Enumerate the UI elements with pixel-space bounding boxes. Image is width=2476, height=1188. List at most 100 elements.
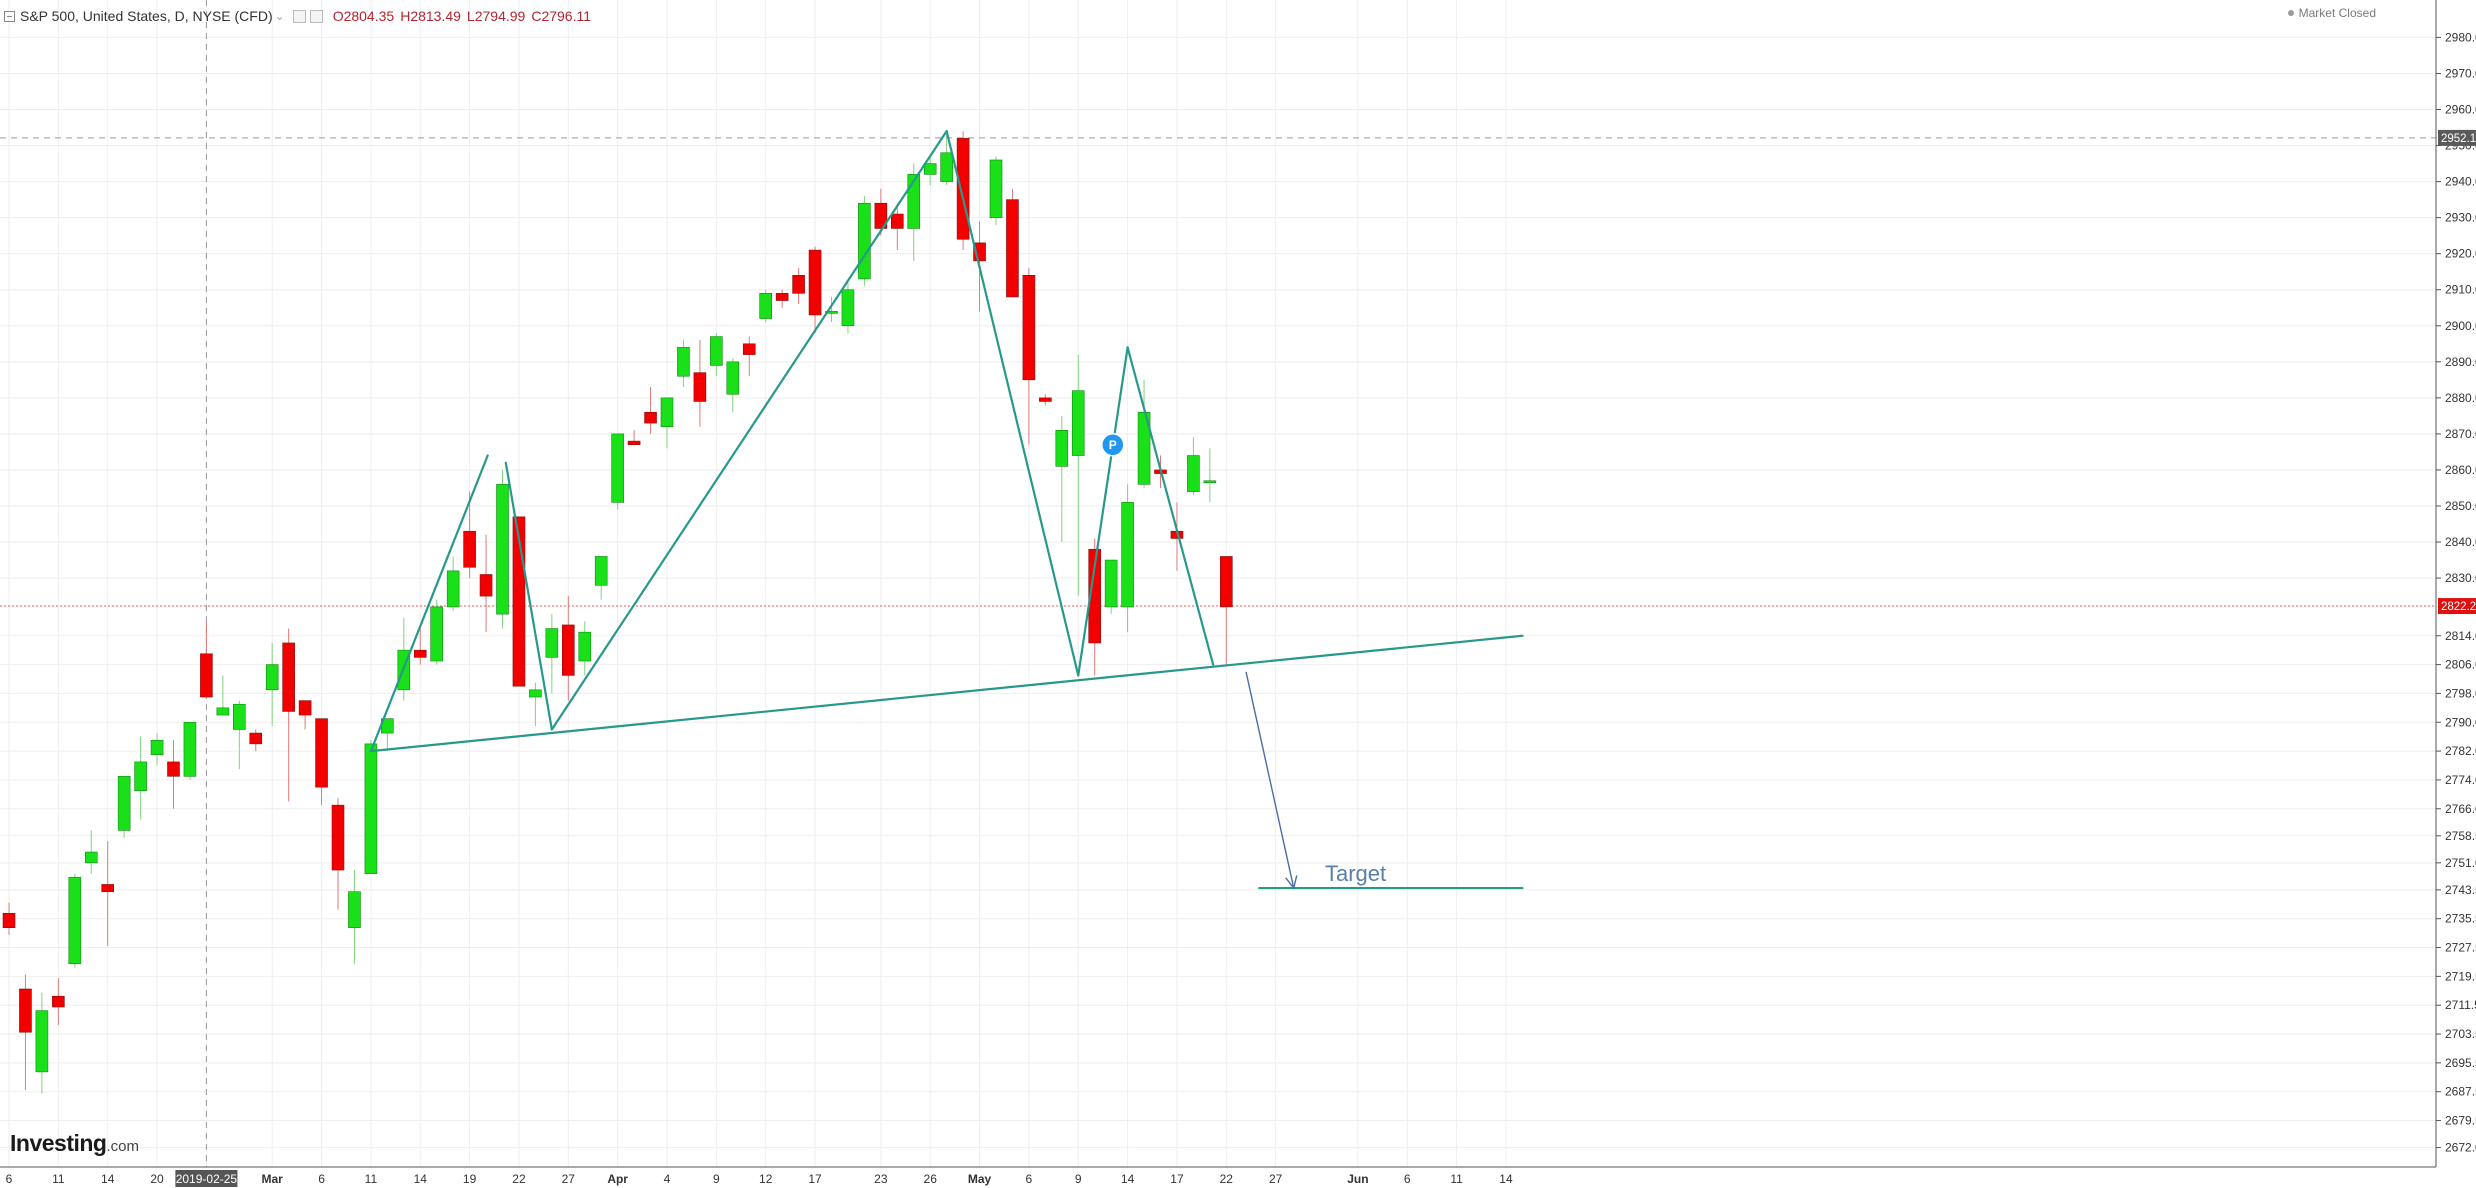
candle-body[interactable]: [2, 912, 16, 929]
trendline[interactable]: [550, 130, 948, 731]
candle-body[interactable]: [348, 891, 361, 929]
candle-body[interactable]: [1022, 275, 1036, 381]
candle-body[interactable]: [989, 159, 1003, 218]
candle-body[interactable]: [710, 336, 723, 366]
settings-series-icon[interactable]: [309, 9, 323, 23]
price-tick-label: 2806.00: [2445, 658, 2476, 672]
candle-body[interactable]: [101, 884, 114, 892]
trendline[interactable]: [369, 454, 489, 753]
time-tick-label: 6: [318, 1172, 325, 1186]
candle-body[interactable]: [1121, 502, 1134, 608]
candle-body[interactable]: [430, 606, 444, 662]
time-tick-label: 14: [1121, 1172, 1135, 1186]
candle-body[interactable]: [19, 988, 32, 1033]
candle-body[interactable]: [759, 293, 773, 319]
candle-body[interactable]: [446, 570, 460, 608]
market-status: Market Closed: [2287, 6, 2376, 20]
price-tick-label: 2672.00: [2445, 1141, 2476, 1155]
candle-body[interactable]: [956, 138, 970, 240]
time-tick-label: 22: [512, 1172, 526, 1186]
target-arrow[interactable]: [1245, 671, 1295, 889]
candle-body[interactable]: [265, 664, 279, 691]
candle-body[interactable]: [364, 743, 378, 874]
candle-body[interactable]: [68, 876, 82, 965]
candle-body[interactable]: [545, 628, 559, 658]
pivot-marker-icon[interactable]: [1101, 432, 1125, 457]
candle-body[interactable]: [216, 707, 230, 716]
trendline[interactable]: [1126, 346, 1215, 666]
candle-body[interactable]: [792, 275, 805, 294]
candle-body[interactable]: [1039, 397, 1052, 402]
candle-body[interactable]: [413, 649, 427, 658]
candle-body[interactable]: [233, 703, 246, 730]
candle-body[interactable]: [726, 361, 740, 395]
candle-body[interactable]: [150, 739, 164, 755]
candle-body[interactable]: [644, 411, 657, 424]
collapse-icon[interactable]: [4, 10, 15, 22]
price-tick-label: 2711.50: [2445, 998, 2476, 1012]
price-tick-label: 2870.00: [2445, 427, 2476, 441]
candle-body[interactable]: [496, 484, 509, 615]
candle-body[interactable]: [1220, 556, 1233, 608]
candle-body[interactable]: [1104, 559, 1118, 608]
candle-body[interactable]: [775, 293, 789, 301]
trendline[interactable]: [504, 461, 553, 731]
ohlc-open: O2804.35: [332, 8, 395, 24]
candle-body[interactable]: [611, 433, 624, 503]
candle-body[interactable]: [463, 530, 476, 568]
candle-body[interactable]: [742, 343, 756, 355]
candle-body[interactable]: [594, 556, 608, 586]
price-tick-label: 2798.00: [2445, 686, 2476, 700]
hide-series-icon[interactable]: [292, 9, 306, 23]
candle-body[interactable]: [1006, 199, 1019, 298]
candle-body[interactable]: [874, 202, 888, 229]
candle-body[interactable]: [940, 152, 953, 182]
candle-body[interactable]: [35, 1010, 49, 1073]
candle-body[interactable]: [578, 631, 592, 662]
candle-body[interactable]: [479, 574, 493, 597]
candle-body[interactable]: [693, 372, 707, 402]
candle-body[interactable]: [282, 642, 295, 712]
market-status-label: Market Closed: [2298, 6, 2376, 20]
candle-body[interactable]: [331, 804, 345, 871]
time-tick-label: 2019-02-25: [176, 1172, 238, 1186]
candle-body[interactable]: [1055, 430, 1069, 467]
candle-body[interactable]: [298, 700, 312, 716]
candle-body[interactable]: [117, 776, 131, 831]
candle-body[interactable]: [1071, 390, 1085, 456]
candle-body[interactable]: [923, 163, 937, 175]
candle-body[interactable]: [907, 174, 921, 229]
candle-body[interactable]: [890, 213, 904, 229]
candle-body[interactable]: [561, 624, 575, 676]
trendline[interactable]: [945, 130, 1080, 677]
candle-body[interactable]: [858, 202, 871, 280]
trendline[interactable]: [369, 634, 1524, 753]
investing-logo[interactable]: Investing.com: [10, 1130, 139, 1157]
candle-body[interactable]: [183, 721, 197, 777]
candle-body[interactable]: [134, 761, 147, 792]
price-tick-label: 2766.00: [2445, 802, 2476, 816]
price-tick-label: 2940.00: [2445, 175, 2476, 189]
candle-body[interactable]: [84, 851, 98, 864]
more-options-icon[interactable]: ⌄: [274, 9, 285, 23]
price-tick-label: 2910.00: [2445, 283, 2476, 297]
candle-body[interactable]: [529, 689, 542, 698]
candle-body[interactable]: [808, 249, 822, 316]
candle-body[interactable]: [660, 397, 674, 427]
candle-body[interactable]: [677, 347, 690, 377]
candle-body[interactable]: [841, 289, 855, 327]
candle-body[interactable]: [825, 311, 838, 314]
candle-body[interactable]: [1203, 480, 1217, 484]
candle-body[interactable]: [1187, 455, 1200, 492]
candle-body[interactable]: [52, 995, 65, 1008]
candle-body[interactable]: [249, 732, 263, 745]
candle-body[interactable]: [627, 440, 641, 446]
time-tick-label: 14: [101, 1172, 115, 1186]
candle-body[interactable]: [167, 761, 180, 777]
candle-body[interactable]: [1088, 548, 1101, 644]
trendline[interactable]: [1077, 346, 1129, 677]
candle-body[interactable]: [315, 718, 328, 788]
candle-body[interactable]: [200, 653, 213, 698]
